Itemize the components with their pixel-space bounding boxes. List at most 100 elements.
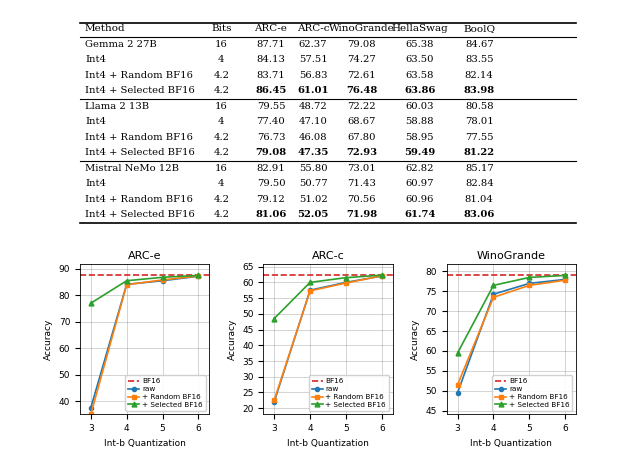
Text: 16: 16 <box>215 40 228 49</box>
Text: 71.43: 71.43 <box>348 179 376 188</box>
Text: 4.2: 4.2 <box>213 133 229 142</box>
Text: 81.22: 81.22 <box>464 148 495 157</box>
+ Selected BF16 <box>342 275 350 281</box>
Text: Int4: Int4 <box>85 56 106 65</box>
Line: + Random BF16: + Random BF16 <box>89 274 200 416</box>
Text: 63.58: 63.58 <box>406 71 434 80</box>
Line: + Selected BF16: + Selected BF16 <box>455 273 568 355</box>
Text: Mistral NeMo 12B: Mistral NeMo 12B <box>85 164 179 173</box>
Text: 4.2: 4.2 <box>213 195 229 204</box>
Text: 58.95: 58.95 <box>406 133 434 142</box>
Text: 4: 4 <box>218 117 225 126</box>
Text: 79.55: 79.55 <box>257 102 285 111</box>
X-axis label: Int-b Quantization: Int-b Quantization <box>104 439 186 448</box>
Text: 46.08: 46.08 <box>299 133 328 142</box>
Line: + Selected BF16: + Selected BF16 <box>88 273 201 306</box>
raw <box>306 287 314 293</box>
Line: raw: raw <box>89 274 200 410</box>
raw <box>378 273 386 279</box>
Line: raw: raw <box>272 274 384 404</box>
Text: 82.14: 82.14 <box>465 71 493 80</box>
Line: + Random BF16: + Random BF16 <box>272 274 384 402</box>
Text: Gemma 2 27B: Gemma 2 27B <box>85 40 157 49</box>
Text: 16: 16 <box>215 164 228 173</box>
+ Selected BF16 <box>561 273 569 278</box>
Text: 48.72: 48.72 <box>299 102 328 111</box>
Text: 56.83: 56.83 <box>299 71 328 80</box>
Text: 84.13: 84.13 <box>257 56 285 65</box>
Legend: BF16, raw, + Random BF16, + Selected BF16: BF16, raw, + Random BF16, + Selected BF1… <box>125 375 205 411</box>
Text: 87.71: 87.71 <box>257 40 285 49</box>
Text: 68.67: 68.67 <box>348 117 376 126</box>
+ Selected BF16 <box>454 350 461 356</box>
+ Selected BF16 <box>123 278 131 284</box>
Text: 47.10: 47.10 <box>299 117 328 126</box>
Text: 62.82: 62.82 <box>406 164 434 173</box>
Legend: BF16, raw, + Random BF16, + Selected BF16: BF16, raw, + Random BF16, + Selected BF1… <box>492 375 572 411</box>
Text: 4: 4 <box>218 56 225 65</box>
Text: 79.08: 79.08 <box>348 40 376 49</box>
Text: 73.01: 73.01 <box>348 164 376 173</box>
Text: 81.04: 81.04 <box>465 195 493 204</box>
Text: 85.17: 85.17 <box>465 164 493 173</box>
+ Selected BF16 <box>159 275 166 280</box>
Text: 86.45: 86.45 <box>255 86 287 95</box>
Text: ARC-e: ARC-e <box>255 24 287 33</box>
Text: 71.98: 71.98 <box>346 210 378 219</box>
raw <box>270 399 278 405</box>
Text: 55.80: 55.80 <box>299 164 328 173</box>
Text: 81.06: 81.06 <box>255 210 287 219</box>
Title: WinoGrande: WinoGrande <box>477 252 546 261</box>
Text: 4.2: 4.2 <box>213 148 229 157</box>
Y-axis label: Accuracy: Accuracy <box>44 318 53 360</box>
Text: 67.80: 67.80 <box>348 133 376 142</box>
raw <box>159 278 166 284</box>
Text: 70.56: 70.56 <box>348 195 376 204</box>
Text: 16: 16 <box>215 102 228 111</box>
Title: ARC-c: ARC-c <box>312 252 344 261</box>
Text: 4: 4 <box>218 179 225 188</box>
+ Selected BF16 <box>195 273 202 278</box>
Text: 61.01: 61.01 <box>298 86 329 95</box>
Text: 80.58: 80.58 <box>465 102 493 111</box>
+ Selected BF16 <box>490 283 497 288</box>
+ Random BF16 <box>342 280 350 286</box>
+ Selected BF16 <box>87 300 95 306</box>
Text: 4.2: 4.2 <box>213 86 229 95</box>
Text: WinoGrande: WinoGrande <box>329 24 395 33</box>
+ Random BF16 <box>454 382 461 388</box>
Text: 79.50: 79.50 <box>257 179 285 188</box>
Text: 83.71: 83.71 <box>257 71 285 80</box>
Text: 84.67: 84.67 <box>465 40 493 49</box>
Text: HellaSwag: HellaSwag <box>392 24 448 33</box>
Text: 61.74: 61.74 <box>404 210 435 219</box>
raw <box>195 273 202 279</box>
Text: 58.88: 58.88 <box>406 117 434 126</box>
+ Selected BF16 <box>306 280 314 285</box>
Text: 50.77: 50.77 <box>299 179 328 188</box>
Text: 83.06: 83.06 <box>463 210 495 219</box>
Text: Method: Method <box>85 24 125 33</box>
Line: + Random BF16: + Random BF16 <box>456 278 567 387</box>
Text: 60.96: 60.96 <box>406 195 434 204</box>
Text: Int4 + Random BF16: Int4 + Random BF16 <box>85 133 193 142</box>
Y-axis label: Accuracy: Accuracy <box>411 318 420 360</box>
+ Random BF16 <box>195 273 202 279</box>
Text: 78.01: 78.01 <box>465 117 493 126</box>
BF16 <box>346 272 354 278</box>
Title: ARC-e: ARC-e <box>128 252 161 261</box>
Text: 72.93: 72.93 <box>346 148 378 157</box>
Text: 79.12: 79.12 <box>257 195 285 204</box>
Text: 82.84: 82.84 <box>465 179 493 188</box>
+ Random BF16 <box>525 283 533 288</box>
Text: BoolQ: BoolQ <box>463 24 495 33</box>
+ Random BF16 <box>87 412 95 417</box>
Text: ARC-c: ARC-c <box>297 24 330 33</box>
+ Random BF16 <box>270 398 278 403</box>
Text: Llama 2 13B: Llama 2 13B <box>85 102 149 111</box>
Text: Int4 + Selected BF16: Int4 + Selected BF16 <box>85 86 195 95</box>
Text: 60.97: 60.97 <box>406 179 434 188</box>
Line: raw: raw <box>456 277 567 395</box>
raw <box>490 292 497 297</box>
Text: 47.35: 47.35 <box>298 148 329 157</box>
